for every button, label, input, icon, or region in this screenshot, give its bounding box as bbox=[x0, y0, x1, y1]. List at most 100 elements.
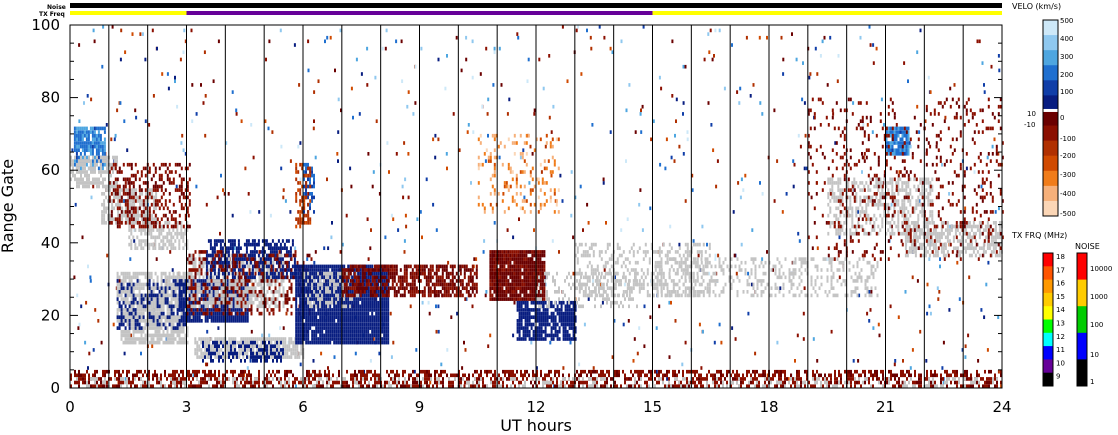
echo-cell bbox=[773, 108, 776, 113]
echo-cell bbox=[160, 217, 163, 222]
echo-cell bbox=[174, 231, 177, 236]
echo-cell bbox=[602, 181, 605, 185]
echo-cell bbox=[178, 184, 181, 189]
echo-cell bbox=[337, 264, 340, 269]
echo-cell bbox=[205, 250, 208, 254]
echo-cell bbox=[136, 337, 139, 341]
echo-cell bbox=[103, 217, 106, 222]
echo-cell bbox=[140, 308, 143, 312]
echo-cell bbox=[226, 279, 229, 283]
echo-cell bbox=[78, 181, 80, 185]
echo-cell bbox=[427, 300, 430, 305]
echo-cell bbox=[218, 340, 221, 345]
echo-cell bbox=[311, 264, 314, 269]
echo-cell bbox=[79, 133, 82, 138]
echo-cell bbox=[180, 206, 183, 211]
echo-cell bbox=[180, 184, 183, 189]
echo-cell bbox=[674, 319, 677, 323]
echo-cell bbox=[93, 133, 96, 138]
echo-cell bbox=[210, 319, 213, 323]
echo-cell bbox=[162, 246, 165, 251]
echo-cell bbox=[264, 119, 267, 124]
echo-cell bbox=[834, 141, 837, 145]
echo-cell bbox=[124, 311, 127, 316]
echo-cell bbox=[349, 333, 352, 338]
echo-cell bbox=[313, 337, 316, 341]
echo-cell bbox=[246, 315, 249, 320]
echo-cell bbox=[968, 275, 971, 280]
echo-cell bbox=[253, 257, 256, 261]
echo-cell bbox=[254, 337, 257, 341]
echo-cell bbox=[111, 25, 114, 29]
echo-cell bbox=[178, 282, 181, 287]
echo-cell bbox=[216, 315, 219, 320]
echo-cell bbox=[154, 293, 157, 298]
echo-cell bbox=[329, 315, 332, 320]
echo-cell bbox=[872, 43, 875, 47]
echo-cell bbox=[233, 275, 236, 280]
echo-cell bbox=[84, 184, 86, 189]
echo-cell bbox=[236, 351, 238, 356]
echo-cell bbox=[168, 315, 171, 320]
echo-cell bbox=[97, 133, 100, 138]
echo-cell bbox=[323, 319, 326, 323]
echo-cell bbox=[796, 333, 799, 338]
echo-cell bbox=[231, 275, 234, 280]
echo-cell bbox=[421, 235, 423, 240]
echo-cell bbox=[172, 275, 175, 280]
echo-cell bbox=[83, 126, 86, 131]
echo-cell bbox=[282, 337, 285, 341]
echo-cell bbox=[75, 130, 78, 134]
echo-cell bbox=[216, 253, 219, 258]
echo-cell bbox=[137, 217, 140, 222]
echo-cell bbox=[598, 25, 601, 29]
echo-cell bbox=[284, 337, 287, 341]
echo-cell bbox=[278, 337, 281, 341]
echo-cell bbox=[718, 322, 721, 327]
echo-cell bbox=[120, 199, 123, 203]
echo-cell bbox=[226, 315, 229, 320]
echo-cell bbox=[200, 351, 203, 356]
echo-cell bbox=[388, 170, 390, 174]
echo-cell bbox=[220, 304, 223, 309]
echo-cell bbox=[191, 83, 194, 87]
echo-cell bbox=[136, 308, 139, 312]
echo-cell bbox=[232, 340, 234, 345]
echo-cell bbox=[84, 173, 86, 178]
echo-cell bbox=[319, 286, 322, 291]
echo-cell bbox=[92, 177, 94, 182]
echo-cell bbox=[209, 275, 212, 280]
echo-cell bbox=[500, 83, 503, 87]
echo-cell bbox=[124, 192, 127, 196]
echo-cell bbox=[781, 210, 784, 214]
echo-cell bbox=[136, 271, 139, 276]
echo-cell bbox=[225, 268, 228, 272]
echo-cell bbox=[116, 217, 119, 222]
echo-cell bbox=[142, 340, 145, 345]
echo-cell bbox=[148, 333, 151, 338]
echo-cell bbox=[272, 300, 275, 305]
echo-cell bbox=[285, 311, 288, 316]
echo-cell bbox=[101, 141, 104, 145]
echo-cell bbox=[152, 333, 155, 338]
echo-cell bbox=[134, 192, 137, 196]
echo-cell bbox=[100, 166, 102, 171]
echo-cell bbox=[682, 112, 684, 116]
echo-cell bbox=[105, 210, 108, 214]
echo-cell bbox=[196, 340, 199, 345]
echo-cell bbox=[122, 275, 125, 280]
echo-cell bbox=[133, 213, 136, 218]
echo-cell bbox=[282, 304, 285, 309]
echo-cell bbox=[235, 253, 238, 258]
echo-cell bbox=[128, 217, 131, 222]
echo-cell bbox=[751, 228, 754, 232]
echo-cell bbox=[81, 133, 84, 138]
echo-cell bbox=[343, 308, 346, 312]
echo-cell bbox=[73, 144, 76, 149]
echo-cell bbox=[205, 253, 208, 258]
echo-cell bbox=[136, 279, 139, 283]
echo-cell bbox=[271, 275, 274, 280]
echo-cell bbox=[158, 221, 161, 225]
echo-cell bbox=[333, 308, 336, 312]
echo-cell bbox=[284, 253, 287, 258]
